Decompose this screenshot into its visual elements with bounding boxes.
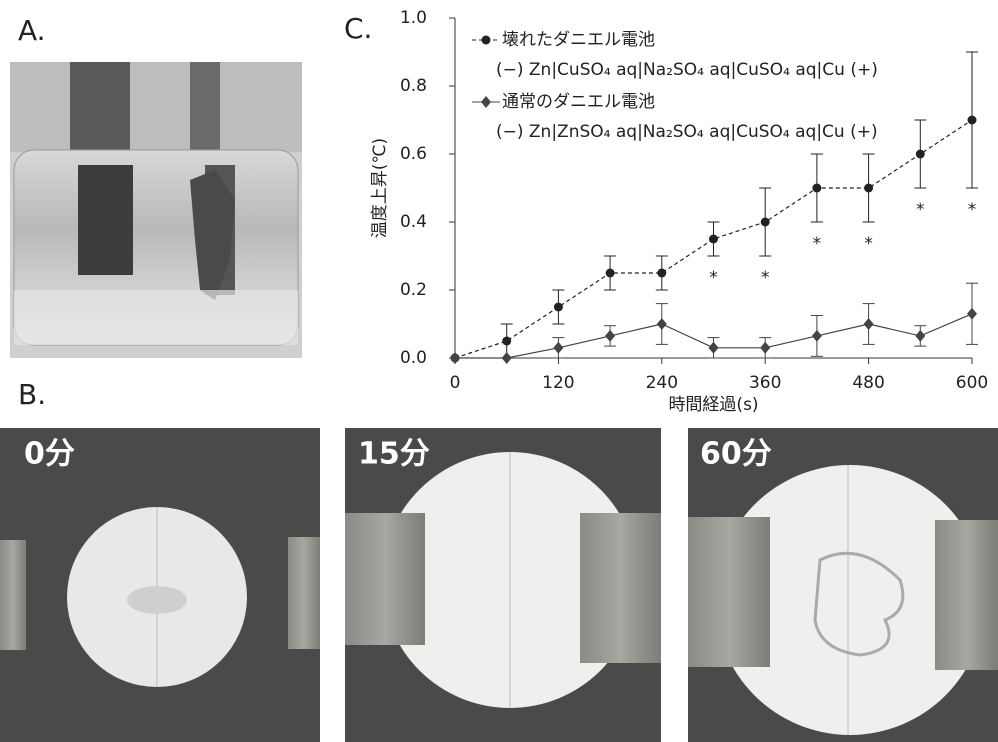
y-tick-label: 0.0 [400, 348, 427, 368]
marker [761, 218, 770, 227]
photo-label: 60分 [700, 437, 772, 472]
marker [916, 150, 925, 159]
marker [502, 352, 512, 364]
x-tick-label: 360 [749, 373, 781, 393]
marker [606, 269, 615, 278]
panel-label: A. [18, 14, 46, 47]
x-tick-label: 480 [852, 373, 884, 393]
marker [657, 318, 667, 330]
marker [967, 308, 977, 320]
x-axis-label: 時間経過(s) [668, 395, 758, 415]
y-tick-label: 0.8 [400, 76, 427, 96]
marker [864, 318, 874, 330]
marker [553, 342, 563, 354]
x-tick-label: 120 [542, 373, 574, 393]
legend-marker [482, 36, 491, 45]
y-axis-label: 温度上昇(℃) [370, 138, 390, 238]
chart: 0.0 0.2 0.4 0.6 0.8 1.0 0 120 240 360 480 600 時間経過(s… [370, 8, 988, 415]
legend-notation: (−) Zn|ZnSO₄ aq|Na₂SO₄ aq|CuSO₄ aq|Cu (+… [496, 122, 878, 142]
legend-label: 壊れたダニエル電池 [502, 30, 655, 50]
photo-60min [688, 428, 998, 742]
significance-mark: * [761, 268, 770, 288]
marker [709, 342, 719, 354]
marker [502, 337, 511, 346]
marker [812, 184, 821, 193]
x-tick-label: 600 [956, 373, 988, 393]
legend-marker [481, 96, 491, 108]
panel-label: C. [344, 12, 372, 45]
y-tick-label: 0.6 [400, 144, 427, 164]
photo-0min [0, 428, 320, 742]
marker [864, 184, 873, 193]
y-tick-label: 0.2 [400, 280, 427, 300]
photo-15min [345, 428, 661, 742]
x-tick-label: 0 [450, 373, 461, 393]
marker [657, 269, 666, 278]
x-tick-label: 240 [646, 373, 678, 393]
marker [554, 303, 563, 312]
photo-label: 0分 [24, 437, 75, 472]
legend-label: 通常のダニエル電池 [502, 92, 655, 112]
marker [760, 342, 770, 354]
marker [915, 330, 925, 342]
photo-beaker [10, 62, 302, 358]
significance-mark: * [813, 234, 822, 254]
marker [605, 330, 615, 342]
legend-notation: (−) Zn|CuSO₄ aq|Na₂SO₄ aq|CuSO₄ aq|Cu (+… [496, 60, 878, 80]
y-tick-label: 1.0 [400, 8, 427, 28]
photo-label: 15分 [358, 437, 430, 472]
y-tick-label: 0.4 [400, 212, 427, 232]
significance-mark: * [916, 200, 925, 220]
marker [968, 116, 977, 125]
significance-mark: * [864, 234, 873, 254]
marker [709, 235, 718, 244]
significance-mark: * [968, 200, 977, 220]
marker [812, 330, 822, 342]
significance-mark: * [709, 268, 718, 288]
figure: A. B. C. 0分 15分 60分 0.00. [0, 0, 998, 742]
marker [450, 352, 460, 364]
panel-label: B. [18, 378, 46, 411]
